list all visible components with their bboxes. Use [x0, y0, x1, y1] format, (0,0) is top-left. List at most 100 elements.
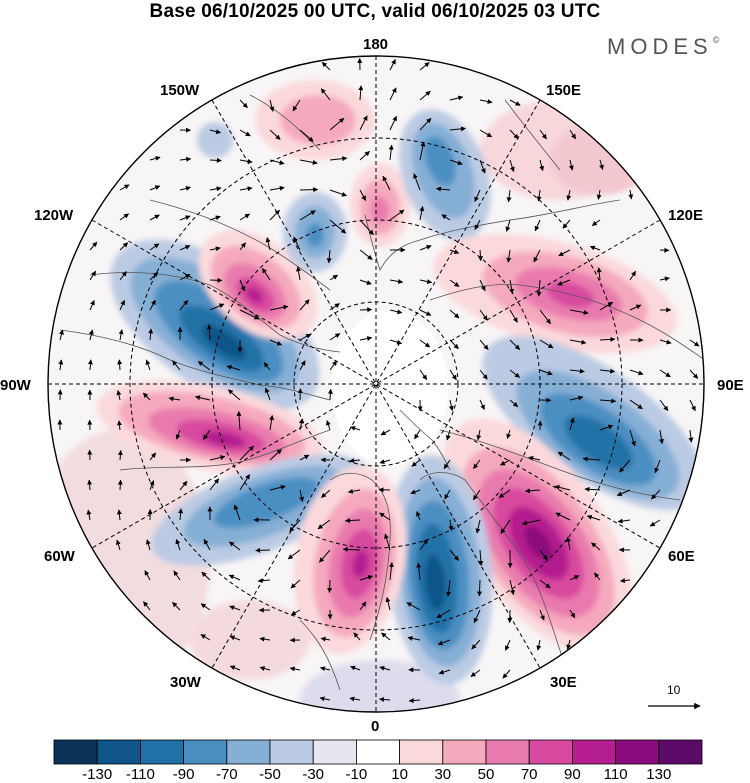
wind-arrow	[599, 398, 617, 404]
wind-arrow	[594, 572, 601, 581]
wind-arrow	[119, 184, 130, 191]
wind-arrow	[419, 206, 425, 221]
wind-arrow	[569, 417, 575, 431]
wind-arrow	[116, 390, 122, 401]
map-boundary	[47, 55, 705, 713]
wind-arrow	[479, 369, 488, 380]
wind-arrow	[342, 546, 361, 552]
wind-arrow	[296, 266, 301, 281]
wind-arrow	[228, 574, 241, 581]
wind-arrow	[201, 571, 211, 581]
wind-arrow	[227, 389, 241, 401]
colorbar-swatch	[572, 739, 617, 765]
wind-arrow	[149, 271, 159, 281]
wind-arrow	[381, 632, 391, 641]
colorbar-swatch	[53, 739, 98, 765]
wind-arrow	[478, 549, 484, 566]
wind-arrow	[319, 696, 331, 702]
wind-arrow	[536, 189, 542, 202]
wind-arrow	[568, 159, 574, 171]
wind-arrow	[175, 429, 181, 440]
wind-arrow	[474, 219, 481, 231]
wind-arrow	[359, 219, 374, 236]
wind-arrow	[599, 368, 616, 374]
wind-arrow	[659, 369, 671, 378]
wind-arrow	[172, 360, 181, 371]
wind-arrow	[419, 339, 431, 348]
wind-arrow	[445, 429, 451, 441]
wind-arrow	[299, 333, 312, 341]
wind-arrow	[470, 669, 481, 678]
wind-arrow	[320, 666, 331, 672]
wind-arrow	[379, 512, 391, 521]
wind-arrow	[197, 360, 211, 371]
colorbar-swatch	[226, 739, 271, 765]
wind-arrow	[389, 87, 397, 101]
label-180: 180	[363, 36, 389, 53]
wind-arrow	[347, 488, 361, 494]
reference-vector-label: 10	[667, 683, 681, 697]
wind-arrow	[379, 665, 391, 671]
wind-arrow	[119, 213, 130, 221]
wind-arrow	[358, 85, 364, 101]
wind-arrow	[506, 189, 512, 203]
wind-arrow	[558, 249, 571, 257]
wind-arrow	[168, 396, 181, 402]
wind-arrow	[239, 129, 251, 137]
wind-arrow	[562, 219, 571, 229]
wind-arrow	[569, 129, 577, 140]
wind-arrow	[329, 117, 345, 131]
wind-arrow	[329, 333, 341, 341]
wind-arrow	[263, 362, 271, 371]
coastlines	[59, 94, 704, 706]
wind-arrow	[178, 508, 184, 521]
wind-arrow	[233, 504, 241, 521]
wind-arrow	[117, 479, 123, 491]
wind-arrow	[86, 509, 92, 521]
wind-arrow	[119, 271, 127, 281]
wind-arrow	[179, 215, 191, 221]
wind-arrow	[411, 459, 421, 467]
wind-arrow	[319, 549, 331, 563]
wind-arrow	[476, 429, 482, 441]
wind-arrow	[320, 636, 331, 642]
label-0: 0	[371, 718, 380, 735]
wind-arrow	[359, 189, 367, 201]
label-60e: 60E	[668, 548, 695, 565]
wind-arrow	[229, 635, 241, 641]
wind-arrow	[209, 157, 222, 163]
wind-arrow	[616, 489, 631, 497]
wind-arrow	[269, 159, 285, 165]
wind-arrow	[617, 518, 631, 524]
wind-arrow	[89, 270, 97, 281]
wind-arrow	[654, 459, 661, 474]
wind-arrow	[629, 270, 637, 281]
wind-arrow	[179, 480, 188, 491]
wind-arrow	[117, 450, 123, 461]
wind-arrow	[557, 279, 571, 286]
wind-arrow	[379, 696, 391, 702]
colorbar-tick-label: 90	[564, 766, 581, 783]
colorbar-tick-label: -30	[302, 766, 325, 783]
wind-arrow	[350, 665, 361, 671]
wind-arrow	[659, 429, 664, 445]
wind-arrow	[448, 519, 454, 531]
wind-arrow	[179, 299, 189, 311]
wind-arrow	[565, 536, 571, 551]
colorbar-tick-label: -50	[259, 766, 281, 783]
wind-arrow	[479, 159, 486, 174]
wind-arrow	[149, 299, 156, 311]
colorbar-tick-label: 70	[520, 766, 538, 783]
wind-arrow	[479, 399, 485, 411]
wind-arrow	[476, 579, 482, 597]
wind-arrow	[596, 267, 602, 281]
wind-arrow	[536, 279, 542, 297]
wind-arrow	[419, 279, 433, 285]
wind-arrow	[239, 279, 246, 292]
wind-arrow	[299, 210, 316, 221]
wind-arrow	[329, 303, 340, 311]
wind-arrow	[179, 273, 191, 281]
wind-arrow	[539, 339, 554, 349]
wind-arrow	[410, 489, 421, 495]
logo-text: MODES	[607, 34, 713, 59]
